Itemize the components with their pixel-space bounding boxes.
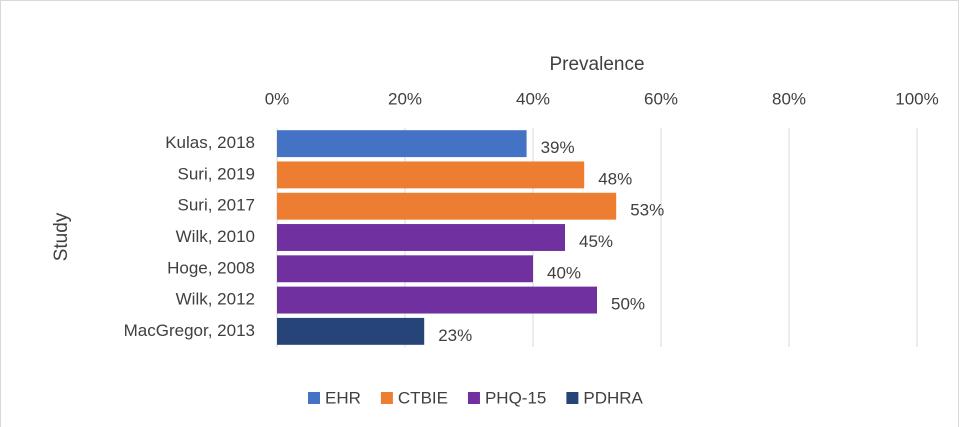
y-tick-label: Kulas, 2018 [165,133,255,152]
legend-swatch [380,392,393,404]
y-tick-label: Wilk, 2012 [176,290,255,309]
bar [277,224,565,251]
data-label: 23% [438,326,472,345]
x-tick-label: 20% [388,89,422,108]
data-label: 53% [630,201,664,220]
bar [277,192,617,220]
x-tick-label: 80% [772,89,806,108]
bar [277,130,527,158]
data-label: 48% [598,169,632,188]
legend-swatch [566,392,579,404]
y-tick-label: Wilk, 2010 [176,227,255,246]
y-tick-label: Hoge, 2008 [167,258,255,277]
bar [277,317,425,345]
y-tick-label: Suri, 2017 [178,196,256,215]
data-label: 39% [541,138,575,157]
legend-swatch [308,392,320,404]
data-label: 50% [611,295,645,314]
data-label: 45% [579,232,613,251]
x-tick-label: 40% [516,89,550,108]
x-tick-label: 100% [895,89,938,108]
legend-label: PHQ-15 [485,388,546,407]
legend-label: EHR [325,388,361,407]
legend-swatch [467,392,480,404]
data-label: 40% [547,263,581,282]
legend-label: CTBIE [398,388,448,407]
x-axis-title: Prevalence [549,54,644,75]
bar [277,255,533,283]
x-tick-label: 60% [644,89,678,108]
y-axis-title: Study [51,212,72,261]
y-tick-label: MacGregor, 2013 [124,321,255,340]
y-tick-label: Suri, 2019 [178,164,256,183]
bar [277,286,597,314]
legend-label: PDHRA [583,388,643,407]
x-tick-label: 0% [265,89,290,108]
bar [277,161,585,189]
